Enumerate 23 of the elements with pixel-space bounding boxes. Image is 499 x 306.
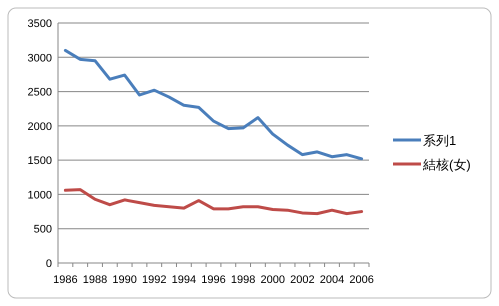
x-tick-label: 2006 [349,274,374,286]
y-tick-label: 2500 [28,86,52,99]
line-series [64,48,364,160]
x-tick-label: 2002 [290,274,315,286]
y-tick-label: 500 [34,224,52,236]
x-tick-label: 1992 [142,274,167,286]
y-tick-label: 3500 [28,18,52,30]
x-tick-label: 1990 [112,274,137,286]
line-series [64,188,364,216]
legend-label: 結核(女) [422,157,471,172]
y-tick-label: 1500 [28,155,52,168]
y-tick-label: 0 [46,258,52,270]
x-tick-label: 1998 [230,274,256,286]
x-tick-label: 1994 [172,274,196,286]
y-tick-label: 2000 [28,120,52,133]
x-tick-label: 2000 [260,274,285,286]
x-tick-label: 2004 [320,274,344,286]
y-tick-label: 3000 [28,52,52,64]
legend-label: 系列1 [423,133,456,148]
y-tick-label: 1000 [28,189,52,202]
x-tick-label: 1988 [82,274,108,286]
x-tick-label: 1986 [53,274,78,286]
x-tick-label: 1996 [201,274,226,286]
